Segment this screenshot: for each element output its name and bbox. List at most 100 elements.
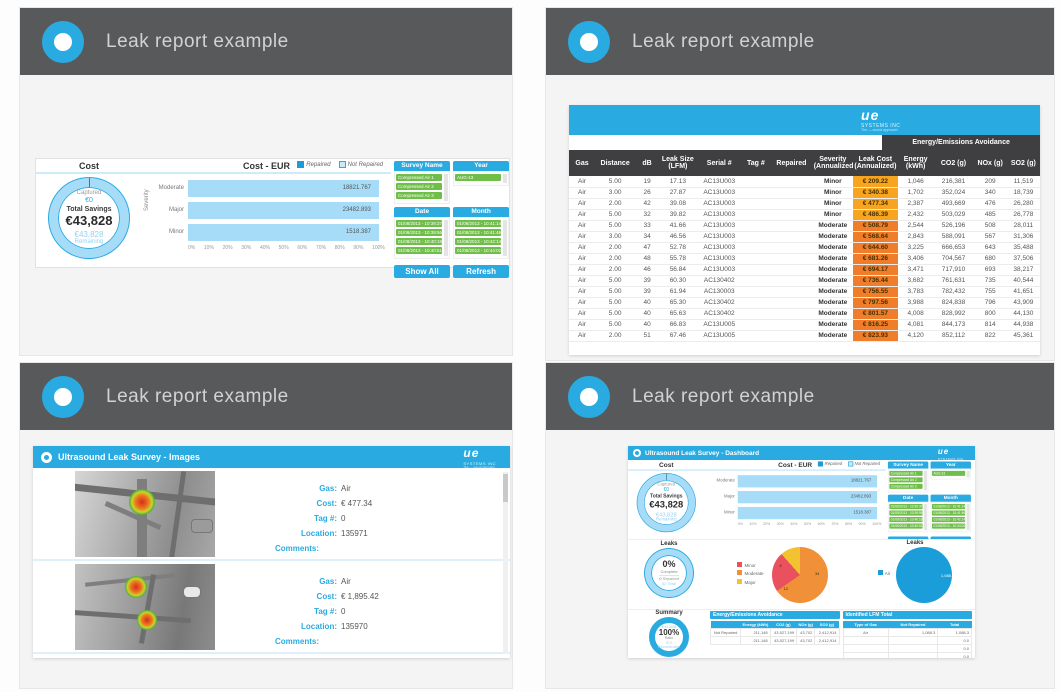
slicer-item[interactable]: 01/08/2013 - 10:39:56 [396,229,443,236]
slide-title: Leak report example [106,385,289,407]
slide-body: Ultrasound Leak Survey - Dashboard ue SY… [546,430,1054,688]
complete-pct: 0% [662,558,676,569]
slicer-header: Date [394,207,451,217]
slicer-item[interactable]: AUG-13 [931,470,966,476]
window-graphic [191,519,213,533]
slicer-list[interactable]: 01/08/2013 - 10:39:37 01/08/2013 - 10:39:… [394,217,451,259]
col-leak-cost: Leak Cost (Annualized) [852,150,898,176]
slicer-item[interactable]: Compressed Air 1 [396,174,443,181]
not-repaired-swatch-icon [338,161,346,168]
gas-value: Air [341,484,351,493]
dashboard-cost-section: Cost Captured €0 Total Savings €43,828 €… [628,460,971,540]
bar-category: Moderate [158,185,184,191]
slicer-date: Date 01/08/2013 - 10:39:37 01/08/2013 - 1… [394,207,451,259]
brand-logo-icon [568,20,610,63]
slicer-header: Survey Name [394,161,451,171]
leak-table-body: Air 5.00 19 17.13 AC13U003 Minor € 209.2… [569,176,1040,342]
slicer-list[interactable]: Compressed Air 1 Compressed Air 2 Compress… [394,171,451,204]
severity-cell: Moderate [812,286,853,298]
leak-table-window: ue SYSTEMS INC The — sound approach Ener… [569,105,1040,355]
slide-body: Ultrasound Leak Survey - Images ue SYSTE… [20,430,512,688]
slicer-list[interactable]: 01/08/2013 - 10:41:14 01/08/2013 - 10:41:… [453,217,510,259]
severity-cell: Moderate [812,319,853,331]
slicer-item[interactable]: 01/08/2013 - 10:39:37 [889,504,923,510]
severity-cell: Moderate [812,330,853,342]
dashboard-summary-section: Summary €43,828 100% Ratio € 0 Recoverab… [628,610,975,658]
brand-logo-icon [568,375,610,418]
refresh-button[interactable]: Refresh [930,536,971,539]
gas-label: Gas: [319,577,337,586]
refresh-button[interactable]: Refresh [453,265,510,278]
severity-cell: Minor [812,176,853,188]
gas-pie-legend: Air [877,570,890,578]
slicer-list[interactable]: AUG-13 [453,171,510,186]
slicer-item[interactable]: 01/08/2013 - 10:44:02 [455,247,502,254]
severity-cell: Moderate [812,253,853,265]
x-tick: 30% [241,245,252,251]
slide-title: Leak report example [106,30,289,52]
bar-value: 18821.767 [342,184,371,191]
y-axis-title: Severity [144,189,150,211]
slicer-item[interactable]: 01/08/2013 - 10:44:02 [931,523,966,529]
leak-hotspot-marker [125,576,147,598]
vertical-scrollbar[interactable] [503,472,508,654]
tag-value: 0 [341,607,346,616]
bar-minor [188,223,380,241]
slide-title: Leak report example [632,385,815,407]
major-swatch-icon [737,578,743,584]
slicer-item[interactable]: 01/08/2013 - 10:39:56 [889,510,923,516]
slicer-item[interactable]: 01/08/2013 - 10:39:37 [396,220,443,227]
conduit-graphic [168,471,187,557]
slicer-item[interactable]: 01/08/2013 - 10:40:18 [889,517,923,523]
location-value: 135971 [341,529,368,538]
ue-systems-logo: ue SYSTEMS INC The — sound approach [463,446,496,469]
slicer-item[interactable]: 01/08/2013 - 10:41:14 [455,220,502,227]
cost-label: Cost: [316,499,337,508]
table-row: Air 5.00 39 61.94 AC130003 Moderate € 75… [569,286,1040,298]
app-logo-icon [633,449,641,457]
slicer-item[interactable]: 01/08/2013 - 10:40:18 [396,238,443,245]
slicer-item[interactable]: 01/08/2013 - 10:41:46 [455,229,502,236]
slicer-item[interactable]: 01/08/2013 - 10:42:14 [931,517,966,523]
slicer-item[interactable]: AUG-13 [455,174,502,181]
slide-header: Leak report example [20,363,512,430]
cost-donut-section: Cost Captured €0 Total Savings €43,828 €… [36,159,142,267]
slicer-item[interactable]: 01/08/2013 - 10:40:51 [889,523,923,529]
slide-body: Cost Captured €0 Total Savings €43,828 €… [20,75,512,355]
slicer-item[interactable]: Compressed Air 2 [396,183,443,190]
show-all-button[interactable]: Show All [394,265,451,278]
severity-cell: Minor [812,209,853,221]
slicer-item[interactable]: Compressed Air 3 [396,192,443,199]
col-serial: Serial # [696,150,742,176]
slide-card-dashboard: Leak report example Ultrasound Leak Surv… [546,363,1054,688]
slicer-item[interactable]: Compressed Air 3 [889,483,923,489]
location-label: Location: [301,529,337,538]
slicer-item[interactable]: Compressed Air 2 [889,477,923,483]
tag-label: Tag #: [314,607,337,616]
bar-value: 1518.387 [345,228,371,235]
table-row: Air 2.00 48 55.78 AC13U003 Moderate € 68… [569,253,1040,265]
ue-systems-logo: ue SYSTEMS INC The — sound approach [861,106,901,132]
slicer-item[interactable]: 01/08/2013 - 10:41:14 [931,504,966,510]
gas-label: Gas: [319,484,337,493]
leak-cost-cell: € 209.22 [852,176,898,188]
slicer-month: Month 01/08/2013 - 10:41:14 01/08/2013 - … [453,207,510,259]
app-logo-icon [41,451,52,463]
scrollbar-thumb[interactable] [503,474,508,502]
slicer-item[interactable]: Compressed Air 1 [889,470,923,476]
severity-pie-chart: 34 12 6 [771,546,828,603]
location-value: 135970 [341,622,368,631]
severity-cell: Moderate [812,231,853,243]
bar-moderate [188,179,380,197]
x-tick: 90% [353,245,364,251]
show-all-button[interactable]: Show All [887,536,929,539]
leak-cost-cell: € 477.34 [852,198,898,210]
leak-cost-cell: € 340.38 [852,187,898,199]
repaired-swatch-icon [818,461,824,467]
x-tick: 0% [188,245,196,251]
energy-summary-table: Energy/Emissions Avoidance Energy (kWh) … [709,610,843,656]
slicer-header: Year [453,161,510,171]
slicer-item[interactable]: 01/08/2013 - 10:40:51 [396,247,443,254]
slicer-item[interactable]: 01/08/2013 - 10:42:14 [455,238,502,245]
slicer-item[interactable]: 01/08/2013 - 10:41:46 [931,510,966,516]
